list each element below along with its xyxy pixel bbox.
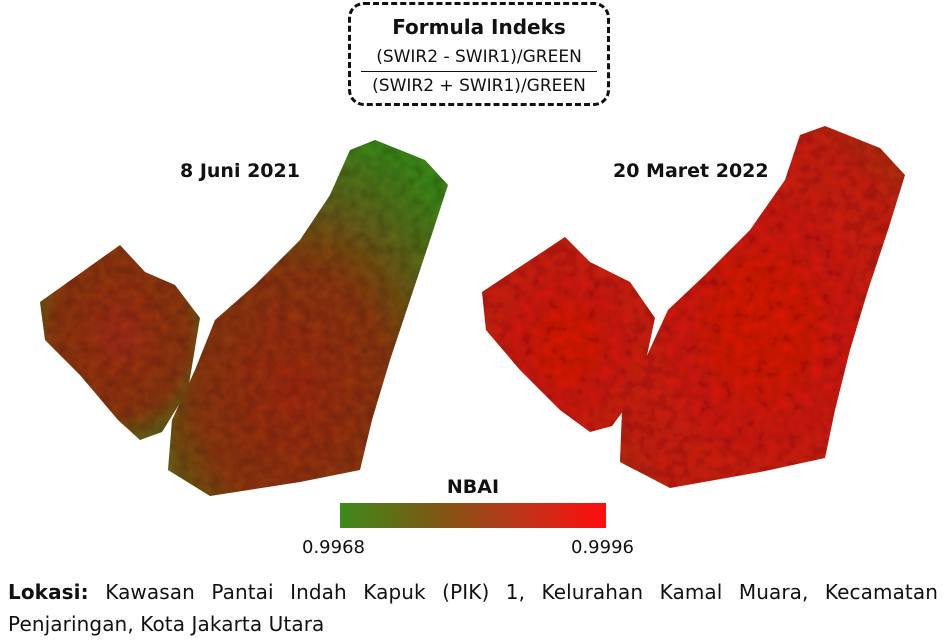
legend-title: NBAI — [446, 476, 500, 498]
map-date-2021: 8 Juni 2021 — [180, 160, 300, 182]
formula-denominator: (SWIR2 + SWIR1)/GREEN — [372, 76, 586, 96]
legend-color-bar — [340, 503, 606, 528]
location-caption: Lokasi: Kawasan Pantai Indah Kapuk (PIK)… — [8, 576, 938, 640]
map-date-2022: 20 Maret 2022 — [613, 160, 769, 182]
map-2021-large-island — [168, 140, 448, 496]
fraction-line — [361, 71, 597, 72]
legend-min-label: 0.9968 — [302, 537, 365, 558]
location-label: Lokasi: — [8, 580, 89, 604]
map-2022-large-island — [620, 126, 905, 488]
formula-numerator: (SWIR2 - SWIR1)/GREEN — [376, 47, 582, 67]
map-2021-small-island — [40, 245, 200, 440]
formula-title: Formula Indeks — [392, 15, 566, 39]
map-2022-small-island — [482, 237, 655, 432]
formula-box: Formula Indeks (SWIR2 - SWIR1)/GREEN (SW… — [348, 2, 610, 106]
location-text: Kawasan Pantai Indah Kapuk (PIK) 1, Kelu… — [8, 580, 939, 636]
maps-panel — [40, 126, 905, 496]
legend-max-label: 0.9996 — [571, 537, 634, 558]
